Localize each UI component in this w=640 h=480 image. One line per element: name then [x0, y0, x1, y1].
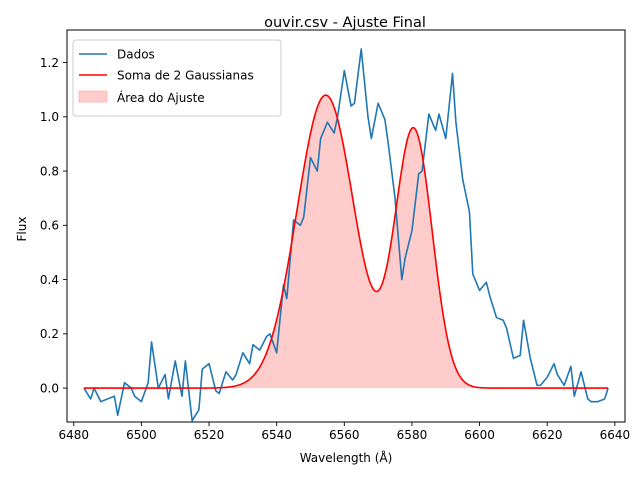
legend-label-fill: Área do Ajuste	[117, 90, 205, 105]
y-axis: 0.0 0.2 0.4 0.6 0.8 1.0 1.2	[40, 56, 67, 395]
y-tick-label: 0.2	[40, 327, 59, 341]
fit-area	[83, 95, 609, 389]
x-axis: 6480 6500 6520 6540 6560 6580 6600 6620 6640	[58, 422, 630, 442]
y-tick-label: 0.6	[40, 219, 59, 233]
fit-series-line	[83, 94, 609, 389]
y-tick-label: 0.0	[40, 381, 59, 395]
x-tick-label: 6480	[58, 428, 89, 442]
plot-area	[83, 48, 609, 422]
y-axis-label: Flux	[15, 217, 29, 242]
x-tick-label: 6500	[126, 428, 157, 442]
x-tick-label: 6540	[261, 428, 292, 442]
x-tick-label: 6600	[464, 428, 495, 442]
y-tick-label: 0.8	[40, 164, 59, 178]
legend-frame	[72, 39, 282, 117]
x-tick-label: 6620	[532, 428, 563, 442]
legend-label-data: Dados	[117, 48, 155, 62]
y-tick-label: 1.2	[40, 56, 59, 70]
x-tick-label: 6640	[600, 428, 631, 442]
x-tick-label: 6580	[397, 428, 428, 442]
axes-frame	[66, 29, 626, 423]
x-tick-label: 6560	[329, 428, 360, 442]
chart-title: ouvir.csv - Ajuste Final	[264, 15, 426, 31]
y-tick-label: 0.4	[40, 273, 59, 287]
y-tick-label: 1.0	[40, 110, 59, 124]
x-axis-label: Wavelength (Å)	[300, 450, 393, 465]
x-tick-label: 6520	[194, 428, 225, 442]
legend-swatch-fill	[78, 90, 108, 103]
legend-label-fit: Soma de 2 Gaussianas	[117, 69, 254, 83]
data-series-line	[83, 48, 609, 422]
legend: Dados Soma de 2 Gaussianas Área do Ajust…	[72, 39, 282, 117]
